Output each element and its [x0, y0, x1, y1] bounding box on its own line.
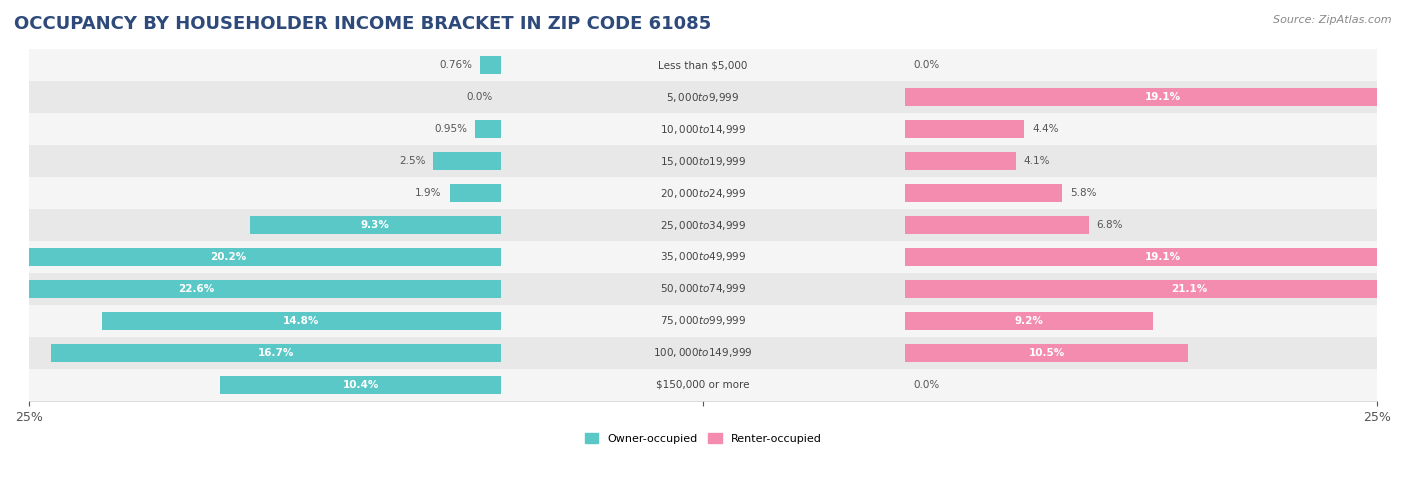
Text: 21.1%: 21.1%	[1171, 284, 1208, 294]
Bar	[905, 152, 1015, 170]
Bar	[905, 248, 1406, 266]
Bar	[450, 184, 501, 202]
Bar	[905, 216, 1088, 234]
Bar	[30, 273, 1376, 305]
Text: OCCUPANCY BY HOUSEHOLDER INCOME BRACKET IN ZIP CODE 61085: OCCUPANCY BY HOUSEHOLDER INCOME BRACKET …	[14, 15, 711, 33]
Text: 16.7%: 16.7%	[257, 348, 294, 358]
Text: Source: ZipAtlas.com: Source: ZipAtlas.com	[1274, 15, 1392, 25]
Text: 0.0%: 0.0%	[467, 92, 492, 102]
Legend: Owner-occupied, Renter-occupied: Owner-occupied, Renter-occupied	[581, 429, 825, 448]
Text: $15,000 to $19,999: $15,000 to $19,999	[659, 155, 747, 168]
Text: $100,000 to $149,999: $100,000 to $149,999	[654, 347, 752, 360]
Bar	[30, 177, 1376, 209]
Text: 0.76%: 0.76%	[439, 60, 472, 70]
Text: 5.8%: 5.8%	[1070, 188, 1097, 198]
Bar	[250, 216, 501, 234]
Text: $10,000 to $14,999: $10,000 to $14,999	[659, 122, 747, 136]
Text: 9.2%: 9.2%	[1015, 316, 1043, 326]
Text: 9.3%: 9.3%	[361, 220, 389, 230]
Bar	[30, 241, 1376, 273]
Text: 0.95%: 0.95%	[434, 124, 467, 134]
Bar	[433, 152, 501, 170]
Bar	[101, 312, 501, 330]
Bar	[905, 120, 1024, 138]
Text: $150,000 or more: $150,000 or more	[657, 380, 749, 390]
Text: 20.2%: 20.2%	[211, 252, 246, 262]
Text: 4.1%: 4.1%	[1024, 156, 1050, 166]
Bar	[51, 344, 501, 362]
Bar	[30, 145, 1376, 177]
Bar	[30, 113, 1376, 145]
Text: 4.4%: 4.4%	[1032, 124, 1059, 134]
Text: 0.0%: 0.0%	[914, 60, 939, 70]
Text: 10.4%: 10.4%	[343, 380, 378, 390]
Bar	[30, 49, 1376, 81]
Text: $50,000 to $74,999: $50,000 to $74,999	[659, 282, 747, 295]
Text: $20,000 to $24,999: $20,000 to $24,999	[659, 187, 747, 200]
Text: Less than $5,000: Less than $5,000	[658, 60, 748, 70]
Bar	[0, 248, 501, 266]
Bar	[905, 344, 1188, 362]
Text: 19.1%: 19.1%	[1144, 252, 1181, 262]
Text: $25,000 to $34,999: $25,000 to $34,999	[659, 219, 747, 231]
Text: $75,000 to $99,999: $75,000 to $99,999	[659, 314, 747, 328]
Bar	[905, 184, 1062, 202]
Bar	[475, 120, 501, 138]
Text: 22.6%: 22.6%	[179, 284, 214, 294]
Bar	[905, 88, 1406, 106]
Bar	[30, 81, 1376, 113]
Bar	[30, 305, 1376, 337]
Bar	[221, 376, 501, 394]
Text: 10.5%: 10.5%	[1029, 348, 1064, 358]
Text: 0.0%: 0.0%	[914, 380, 939, 390]
Bar	[30, 369, 1376, 401]
Bar	[905, 280, 1406, 298]
Bar	[30, 209, 1376, 241]
Text: 14.8%: 14.8%	[283, 316, 319, 326]
Text: $5,000 to $9,999: $5,000 to $9,999	[666, 90, 740, 104]
Bar	[481, 56, 501, 74]
Bar	[0, 280, 501, 298]
Bar	[905, 312, 1153, 330]
Text: 19.1%: 19.1%	[1144, 92, 1181, 102]
Text: 6.8%: 6.8%	[1097, 220, 1123, 230]
Text: $35,000 to $49,999: $35,000 to $49,999	[659, 250, 747, 263]
Bar	[30, 337, 1376, 369]
Text: 2.5%: 2.5%	[399, 156, 425, 166]
Text: 1.9%: 1.9%	[415, 188, 441, 198]
